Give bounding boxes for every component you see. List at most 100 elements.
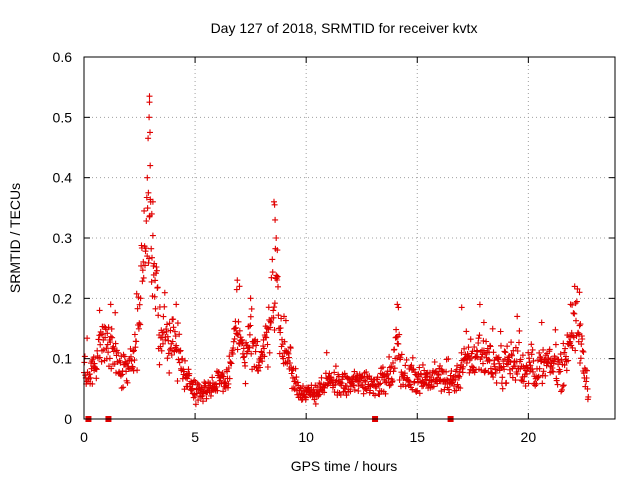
- data-point: [362, 378, 369, 385]
- data-point: [568, 329, 575, 336]
- data-point: [271, 300, 278, 307]
- data-point: [268, 319, 274, 326]
- x-tick-label: 0: [80, 429, 88, 445]
- data-point: [485, 356, 492, 363]
- data-point: [143, 218, 150, 224]
- data-point: [559, 386, 565, 393]
- data-point: [170, 316, 177, 323]
- data-point: [151, 293, 158, 300]
- data-point: [430, 383, 437, 390]
- data-point: [517, 365, 524, 372]
- data-point: [431, 369, 438, 376]
- data-point: [542, 372, 549, 379]
- data-point: [273, 235, 280, 241]
- data-point: [148, 210, 155, 217]
- data-point: [413, 388, 420, 395]
- data-point: [489, 370, 496, 377]
- data-point: [261, 345, 267, 352]
- data-point: [173, 301, 180, 308]
- data-point: [480, 337, 487, 344]
- data-point: [234, 277, 241, 284]
- data-point: [577, 360, 583, 366]
- data-point: [501, 348, 508, 355]
- data-point: [146, 99, 153, 106]
- data-point: [271, 198, 277, 205]
- data-point: [102, 334, 109, 341]
- data-point: [552, 341, 559, 348]
- data-point: [580, 349, 587, 355]
- data-point: [454, 362, 461, 369]
- data-point: [160, 329, 167, 336]
- data-point: [93, 366, 100, 373]
- data-point: [131, 331, 138, 338]
- data-point: [549, 365, 556, 371]
- data-point: [331, 369, 338, 376]
- data-point: [90, 354, 97, 361]
- x-axis-ticks: 0 5 10 15 20: [80, 57, 536, 445]
- data-point: [444, 376, 450, 383]
- data-point: [232, 324, 239, 331]
- data-point: [443, 368, 450, 375]
- data-point: [203, 395, 210, 402]
- data-point: [386, 382, 393, 389]
- data-point: [535, 373, 542, 380]
- data-point: [517, 356, 524, 363]
- data-point: [372, 392, 378, 399]
- data-point: [361, 377, 367, 384]
- data-point: [87, 374, 94, 381]
- data-point: [86, 371, 93, 378]
- data-point: [376, 381, 382, 388]
- data-point: [557, 368, 564, 375]
- data-point: [133, 338, 140, 345]
- data-point: [246, 323, 252, 330]
- data-point: [460, 363, 467, 370]
- data-point: [445, 355, 452, 362]
- data-point: [493, 379, 500, 386]
- data-point: [247, 322, 254, 329]
- data-point: [480, 360, 486, 367]
- data-point: [164, 321, 170, 328]
- data-point: [269, 256, 276, 263]
- y-tick-label: 0.2: [53, 290, 73, 306]
- data-point: [565, 357, 572, 364]
- data-point: [409, 386, 416, 393]
- data-point: [215, 369, 222, 375]
- data-point: [270, 307, 277, 314]
- data-point: [332, 363, 339, 370]
- data-point: [226, 375, 233, 382]
- data-point: [177, 347, 184, 354]
- data-point: [503, 379, 510, 386]
- data-point: [282, 317, 289, 324]
- data-point: [248, 305, 255, 312]
- data-point: [242, 362, 249, 369]
- data-point: [577, 355, 584, 362]
- data-point: [107, 333, 114, 340]
- data-point: [275, 283, 281, 290]
- data-point: [240, 354, 247, 361]
- data-point: [166, 369, 173, 376]
- y-tick-label: 0.5: [53, 109, 73, 125]
- data-point: [397, 354, 404, 361]
- data-point: [552, 326, 559, 333]
- data-point: [486, 357, 493, 364]
- data-point: [343, 392, 350, 399]
- data-point: [84, 335, 91, 342]
- data-point: [274, 273, 281, 280]
- data-point: [192, 401, 199, 408]
- data-point: [146, 114, 153, 121]
- data-point: [546, 346, 553, 353]
- data-point: [106, 355, 113, 362]
- data-point: [585, 393, 592, 400]
- data-point: [157, 343, 164, 350]
- data-point: [292, 365, 299, 372]
- data-point: [516, 339, 522, 346]
- data-point: [350, 382, 357, 389]
- data-point: [230, 338, 237, 345]
- data-point: [142, 245, 149, 252]
- data-point: [584, 385, 591, 392]
- data-point: [108, 325, 115, 332]
- data-point: [133, 290, 140, 297]
- data-point: [144, 174, 151, 181]
- data-point: [497, 328, 504, 335]
